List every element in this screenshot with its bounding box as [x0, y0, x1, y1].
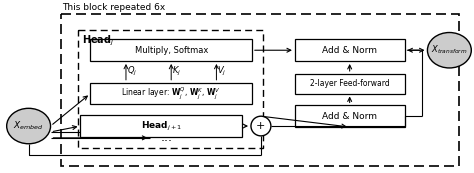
Circle shape — [251, 116, 271, 136]
Ellipse shape — [428, 33, 471, 68]
Text: ...: ... — [160, 131, 172, 144]
Text: $\mathbf{Head}_j$: $\mathbf{Head}_j$ — [82, 34, 115, 48]
Text: $Q_j$: $Q_j$ — [127, 65, 137, 78]
Text: This block repeated 6x: This block repeated 6x — [63, 3, 166, 12]
Ellipse shape — [7, 108, 51, 144]
Bar — [295, 105, 404, 127]
Text: $X_{transform}$: $X_{transform}$ — [431, 44, 468, 56]
Text: $\mathbf{Head}_{j+1}$: $\mathbf{Head}_{j+1}$ — [141, 120, 182, 133]
Text: +: + — [256, 121, 265, 131]
Bar — [81, 115, 242, 137]
Bar — [91, 83, 252, 104]
Bar — [295, 74, 404, 94]
Text: Linear layer: $\mathbf{W}^Q_j$, $\mathbf{W}^K_j$, $\mathbf{W}^V_j$: Linear layer: $\mathbf{W}^Q_j$, $\mathbf… — [121, 85, 221, 102]
Text: Add & Norm: Add & Norm — [322, 46, 377, 55]
Text: 2-layer Feed-forward: 2-layer Feed-forward — [310, 79, 390, 88]
Bar — [91, 39, 252, 61]
Text: $K_j$: $K_j$ — [172, 65, 182, 78]
Text: $V_j$: $V_j$ — [218, 65, 227, 78]
Bar — [61, 14, 459, 166]
Bar — [295, 39, 404, 61]
Text: Multiply, Softmax: Multiply, Softmax — [135, 46, 208, 55]
Text: $X_{embed}$: $X_{embed}$ — [13, 120, 44, 132]
Text: Add & Norm: Add & Norm — [322, 112, 377, 121]
Bar — [79, 30, 263, 148]
